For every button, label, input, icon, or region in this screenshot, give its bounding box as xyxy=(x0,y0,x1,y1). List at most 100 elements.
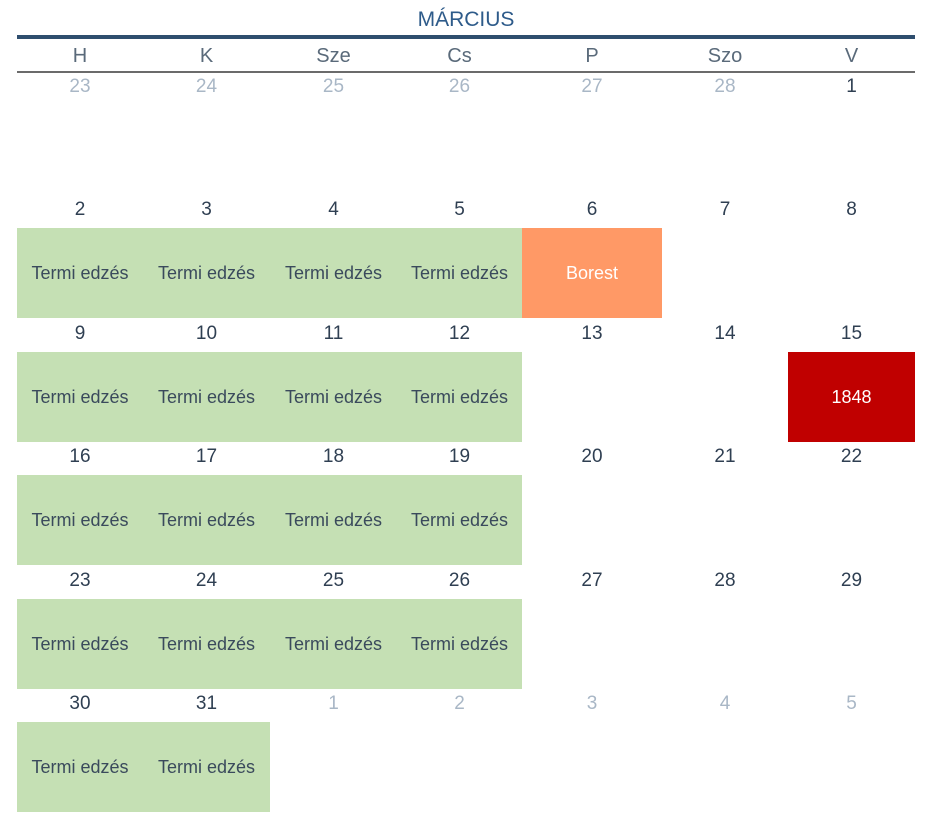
day-number: 3 xyxy=(201,199,212,220)
day-cell[interactable]: 7 xyxy=(662,194,788,317)
day-cell[interactable]: 18 Termi edzés xyxy=(270,441,397,565)
weekday-label: Cs xyxy=(447,45,472,67)
day-cell[interactable]: 5 Termi edzés xyxy=(397,194,522,318)
event-rest[interactable]: Borest xyxy=(522,228,662,318)
event-holiday[interactable]: 1848 xyxy=(788,352,915,442)
day-number: 28 xyxy=(714,570,736,591)
week-row: 30 Termi edzés 31 Termi edzés 1 2 3 4 5 xyxy=(17,688,915,812)
day-number: 1 xyxy=(846,76,857,97)
weekday-label: Sze xyxy=(316,45,351,67)
day-cell[interactable]: 5 xyxy=(788,688,915,811)
day-number-other-month: 5 xyxy=(846,693,857,714)
event-workout[interactable]: Termi edzés xyxy=(270,228,397,318)
weekday-label: P xyxy=(585,45,599,67)
day-number-other-month: 23 xyxy=(69,76,91,97)
day-number: 30 xyxy=(69,693,91,714)
event-workout[interactable]: Termi edzés xyxy=(17,228,143,318)
day-number: 12 xyxy=(448,323,471,344)
day-number: 16 xyxy=(69,446,91,467)
day-cell[interactable]: 6 Borest xyxy=(522,194,662,318)
event-workout[interactable]: Termi edzés xyxy=(397,599,522,689)
day-cell[interactable]: 23 xyxy=(17,71,143,194)
event-workout[interactable]: Termi edzés xyxy=(143,475,270,565)
day-number: 22 xyxy=(840,446,863,467)
event-workout[interactable]: Termi edzés xyxy=(270,475,397,565)
day-cell[interactable]: 3 xyxy=(522,688,662,811)
day-cell[interactable]: 24 Termi edzés xyxy=(143,565,270,689)
day-number: 20 xyxy=(581,446,603,467)
day-number-other-month: 4 xyxy=(719,693,731,714)
day-cell[interactable]: 26 xyxy=(397,71,522,194)
day-cell[interactable]: 16 Termi edzés xyxy=(17,441,143,565)
day-cell[interactable]: 8 xyxy=(788,194,915,317)
week-row: 16 Termi edzés 17 Termi edzés 18 Termi edzés 1… xyxy=(17,441,915,565)
day-cell[interactable]: 11 Termi edzés xyxy=(270,318,397,442)
day-cell[interactable]: 4 Termi edzés xyxy=(270,194,397,318)
day-number: 21 xyxy=(714,446,736,467)
day-number-other-month: 27 xyxy=(581,76,603,97)
day-cell[interactable]: 27 xyxy=(522,71,662,194)
event-workout[interactable]: Termi edzés xyxy=(397,228,522,318)
day-number: 31 xyxy=(195,693,218,714)
weekday-label: K xyxy=(199,45,214,67)
event-workout[interactable]: Termi edzés xyxy=(143,722,270,812)
event-workout[interactable]: Termi edzés xyxy=(17,475,143,565)
day-cell[interactable]: 1 xyxy=(270,688,397,811)
day-cell[interactable]: 17 Termi edzés xyxy=(143,441,270,565)
day-cell[interactable]: 19 Termi edzés xyxy=(397,441,522,565)
event-workout[interactable]: Termi edzés xyxy=(143,352,270,442)
day-cell[interactable]: 3 Termi edzés xyxy=(143,194,270,318)
day-cell[interactable]: 30 Termi edzés xyxy=(17,688,143,812)
day-cell[interactable]: 21 xyxy=(662,441,788,564)
event-workout[interactable]: Termi edzés xyxy=(270,599,397,689)
event-workout[interactable]: Termi edzés xyxy=(17,599,143,689)
event-workout[interactable]: Termi edzés xyxy=(143,599,270,689)
day-cell[interactable]: 26 Termi edzés xyxy=(397,565,522,689)
day-number: 7 xyxy=(719,199,731,220)
day-number-other-month: 24 xyxy=(195,76,218,97)
day-number-other-month: 2 xyxy=(454,693,465,714)
day-cell[interactable]: 9 Termi edzés xyxy=(17,318,143,442)
event-workout[interactable]: Termi edzés xyxy=(17,352,143,442)
day-cell[interactable]: 29 xyxy=(788,565,915,688)
day-cell[interactable]: 15 1848 xyxy=(788,318,915,442)
day-number: 23 xyxy=(69,570,91,591)
day-number-other-month: 3 xyxy=(586,693,598,714)
day-cell[interactable]: 4 xyxy=(662,688,788,811)
day-cell[interactable]: 13 xyxy=(522,318,662,441)
day-cell[interactable]: 1 xyxy=(788,71,915,194)
event-workout[interactable]: Termi edzés xyxy=(397,475,522,565)
day-cell[interactable]: 28 xyxy=(662,71,788,194)
day-cell[interactable]: 28 xyxy=(662,565,788,688)
day-cell[interactable]: 10 Termi edzés xyxy=(143,318,270,442)
day-cell[interactable]: 2 Termi edzés xyxy=(17,194,143,318)
day-cell[interactable]: 25 Termi edzés xyxy=(270,565,397,689)
day-number: 5 xyxy=(454,199,465,220)
day-cell[interactable]: 12 Termi edzés xyxy=(397,318,522,442)
day-cell[interactable]: 14 xyxy=(662,318,788,441)
day-number: 6 xyxy=(586,199,598,220)
day-number-other-month: 28 xyxy=(714,76,736,97)
title-divider xyxy=(17,35,915,39)
day-cell[interactable]: 31 Termi edzés xyxy=(143,688,270,812)
event-workout[interactable]: Termi edzés xyxy=(397,352,522,442)
day-number: 25 xyxy=(322,570,345,591)
day-cell[interactable]: 22 xyxy=(788,441,915,564)
event-workout[interactable]: Termi edzés xyxy=(17,722,143,812)
day-number: 14 xyxy=(714,323,736,344)
day-cell[interactable]: 24 xyxy=(143,71,270,194)
day-cell[interactable]: 20 xyxy=(522,441,662,564)
day-number: 26 xyxy=(448,570,471,591)
day-cell[interactable]: 27 xyxy=(522,565,662,688)
weekday-label: H xyxy=(72,45,88,67)
day-cell[interactable]: 2 xyxy=(397,688,522,811)
day-cell[interactable]: 25 xyxy=(270,71,397,194)
day-number: 27 xyxy=(581,570,603,591)
event-workout[interactable]: Termi edzés xyxy=(270,352,397,442)
day-number-other-month: 26 xyxy=(448,76,471,97)
week-row: 23 24 25 26 27 28 1 xyxy=(17,71,915,194)
day-number: 13 xyxy=(581,323,603,344)
event-workout[interactable]: Termi edzés xyxy=(143,228,270,318)
day-cell[interactable]: 23 Termi edzés xyxy=(17,565,143,689)
week-row: 9 Termi edzés 10 Termi edzés 11 Termi edzés 12… xyxy=(17,318,915,442)
